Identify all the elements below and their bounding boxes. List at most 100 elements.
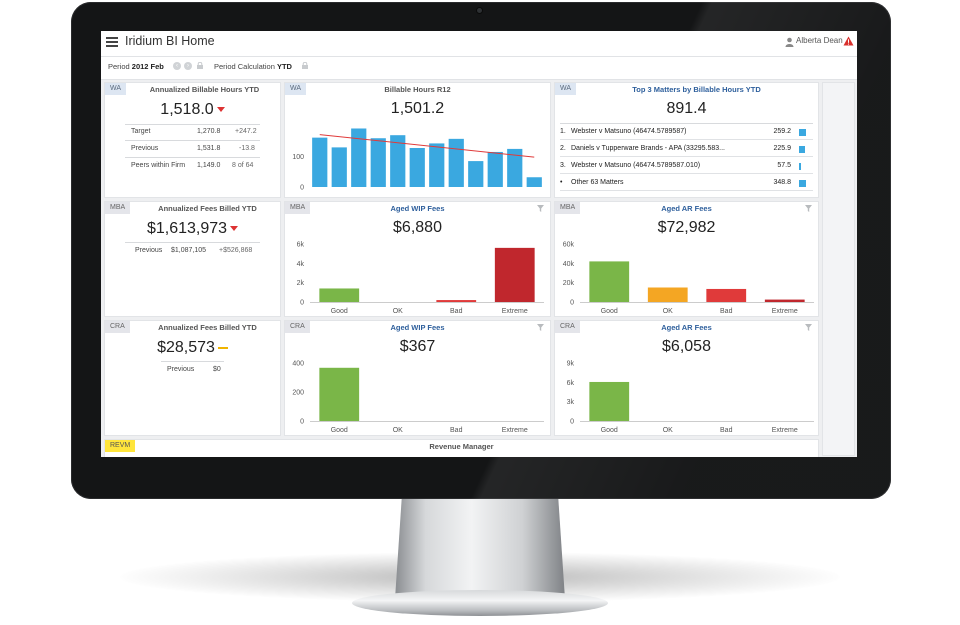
tile-revenue-manager[interactable]: REVM Revenue Manager — [104, 439, 819, 457]
divider — [125, 242, 260, 243]
divider — [560, 123, 813, 124]
prev-period-icon[interactable]: ‹ — [173, 62, 181, 70]
kv-label: Previous — [167, 366, 195, 373]
filter-icon[interactable] — [805, 324, 812, 331]
y-tick-label: 2k — [297, 280, 305, 287]
tile-mba-fees-billed[interactable]: MBA Annualized Fees Billed YTD $1,613,97… — [104, 201, 281, 317]
list-item-name: Daniels v Tupperware Brands - APA (33295… — [571, 145, 725, 152]
tile-wa-billable-hours-r12[interactable]: WA Billable Hours R12 1,501.2 0 100 — [284, 82, 551, 198]
y-tick-label: 60k — [563, 242, 575, 249]
cra-wip-bar-chart: 0 200 400 Good OK Bad Extreme — [292, 361, 544, 434]
tile-title: Annualized Fees Billed YTD — [158, 204, 257, 213]
alert-icon[interactable] — [843, 36, 854, 46]
x-tick-label: Good — [601, 427, 618, 434]
period-calc-value: YTD — [276, 62, 292, 71]
kv-label: Previous — [131, 145, 159, 152]
kpi-value: $367 — [399, 338, 436, 355]
screen: Iridium BI Home Alberta Dean Period 2012… — [101, 31, 857, 457]
kpi-value: $72,982 — [657, 219, 716, 236]
app-header: Iridium BI Home Alberta Dean — [101, 31, 857, 57]
list-item[interactable]: 3. Webster v Matsuno (46474.5789587.010) 5… — [560, 159, 813, 174]
x-tick-label: Good — [601, 308, 618, 315]
bar — [647, 287, 688, 302]
monitor-stand — [395, 497, 565, 599]
period-value: 2012 Feb — [131, 62, 164, 71]
y-tick-label: 3k — [567, 399, 575, 406]
bar — [409, 147, 425, 187]
tile-wa-top-matters[interactable]: WA Top 3 Matters by Billable Hours YTD 8… — [554, 82, 819, 198]
x-tick-label: Bad — [450, 427, 463, 434]
tile-wa-billable-hours[interactable]: WA Annualized Billable Hours YTD 1,518.0… — [104, 82, 281, 198]
trend-down-icon — [216, 107, 225, 113]
cra-ar-bar-chart: 0 3k 6k 9k Good OK Bad Extreme — [567, 361, 814, 434]
kv-label: Target — [131, 128, 151, 135]
divider — [125, 140, 260, 141]
kv-value: 1,149.0 — [197, 162, 221, 169]
kpi-value: 1,518.0 — [105, 101, 280, 119]
x-tick-label: Extreme — [772, 308, 798, 315]
bar — [494, 247, 535, 302]
tile-tag: WA — [555, 83, 577, 95]
bar — [448, 138, 464, 187]
tile-cra-fees-billed[interactable]: CRA Annualized Fees Billed YTD $28,573 P… — [104, 320, 281, 436]
filter-icon[interactable] — [537, 205, 544, 212]
tile-tag: REVM — [105, 440, 136, 452]
list-item-value: 57.5 — [777, 162, 791, 169]
divider — [125, 157, 260, 158]
kpi-value: 891.4 — [666, 100, 707, 117]
monitor-stand-base — [352, 590, 608, 616]
list-item-bar — [799, 163, 801, 170]
x-tick-label: OK — [393, 427, 403, 434]
next-period-icon[interactable]: › — [184, 62, 192, 70]
bar — [764, 299, 805, 302]
period-calc-selector[interactable]: Period Calculation YTD — [214, 62, 292, 71]
tile-cra-aged-wip[interactable]: CRA Aged WIP Fees $367 0 200 400 Good OK Bad E… — [284, 320, 551, 436]
r12-bar-chart: 0 100 — [292, 128, 542, 192]
trend-down-icon — [230, 226, 239, 232]
tile-tag: WA — [285, 83, 307, 95]
list-item[interactable]: 2. Daniels v Tupperware Brands - APA (332… — [560, 142, 813, 157]
x-tick-label: Bad — [720, 308, 733, 315]
y-tick-label: 20k — [563, 280, 575, 287]
x-tick-label: Good — [331, 308, 348, 315]
webcam-icon — [477, 8, 482, 13]
tile-title: Aged WIP Fees — [390, 204, 445, 213]
mba-wip-bar-chart: 0 2k 4k 6k Good OK Bad Extreme — [297, 242, 544, 315]
y-tick-label: 0 — [300, 419, 304, 426]
tile-mba-aged-ar[interactable]: MBA Aged AR Fees $72,982 0 20k 40k 60k Good O… — [554, 201, 819, 317]
y-tick-label: 6k — [297, 242, 305, 249]
tile-title: Annualized Fees Billed YTD — [158, 323, 257, 332]
period-bar: Period 2012 Feb ‹ › Period Calculation Y… — [101, 57, 857, 80]
y-tick-label: 0 — [570, 419, 574, 426]
bar — [370, 138, 386, 187]
app-title: Iridium BI Home — [125, 34, 215, 48]
y-tick-label: 400 — [292, 361, 304, 368]
list-item-name: Webster v Matsuno (46474.5789587.010) — [571, 162, 701, 169]
list-item[interactable]: • Other 63 Matters 348.8 — [560, 176, 813, 191]
list-item[interactable]: 1. Webster v Matsuno (46474.5789587) 259.2 — [560, 125, 813, 140]
kv-value: 1,270.8 — [197, 128, 221, 135]
hamburger-menu-icon[interactable] — [106, 37, 118, 47]
bar — [589, 261, 630, 302]
tile-title: Revenue Manager — [429, 442, 494, 451]
tile-tag: CRA — [555, 321, 580, 333]
list-item-value: 225.9 — [773, 145, 791, 152]
period-selector[interactable]: Period 2012 Feb — [108, 62, 164, 71]
y-tick-label: 4k — [297, 261, 305, 268]
y-tick-label: 0 — [300, 185, 304, 192]
tile-tag: CRA — [285, 321, 310, 333]
x-tick-label: Bad — [720, 427, 733, 434]
lock-icon — [197, 62, 203, 69]
trend-flat-icon — [217, 346, 228, 349]
tile-mba-aged-wip[interactable]: MBA Aged WIP Fees $6,880 0 2k 4k 6k Good OK Ba… — [284, 201, 551, 317]
period-calc-label: Period Calculation — [214, 62, 275, 71]
x-tick-label: OK — [663, 427, 673, 434]
bar — [589, 381, 630, 421]
user-icon — [785, 37, 794, 47]
user-name[interactable]: Alberta Dean — [796, 36, 843, 45]
filter-icon[interactable] — [805, 205, 812, 212]
tile-cra-aged-ar[interactable]: CRA Aged AR Fees $6,058 0 3k 6k 9k Good OK Bad… — [554, 320, 819, 436]
filter-icon[interactable] — [537, 324, 544, 331]
list-item-value: 348.8 — [773, 179, 791, 186]
kv-label: Previous — [135, 247, 163, 254]
